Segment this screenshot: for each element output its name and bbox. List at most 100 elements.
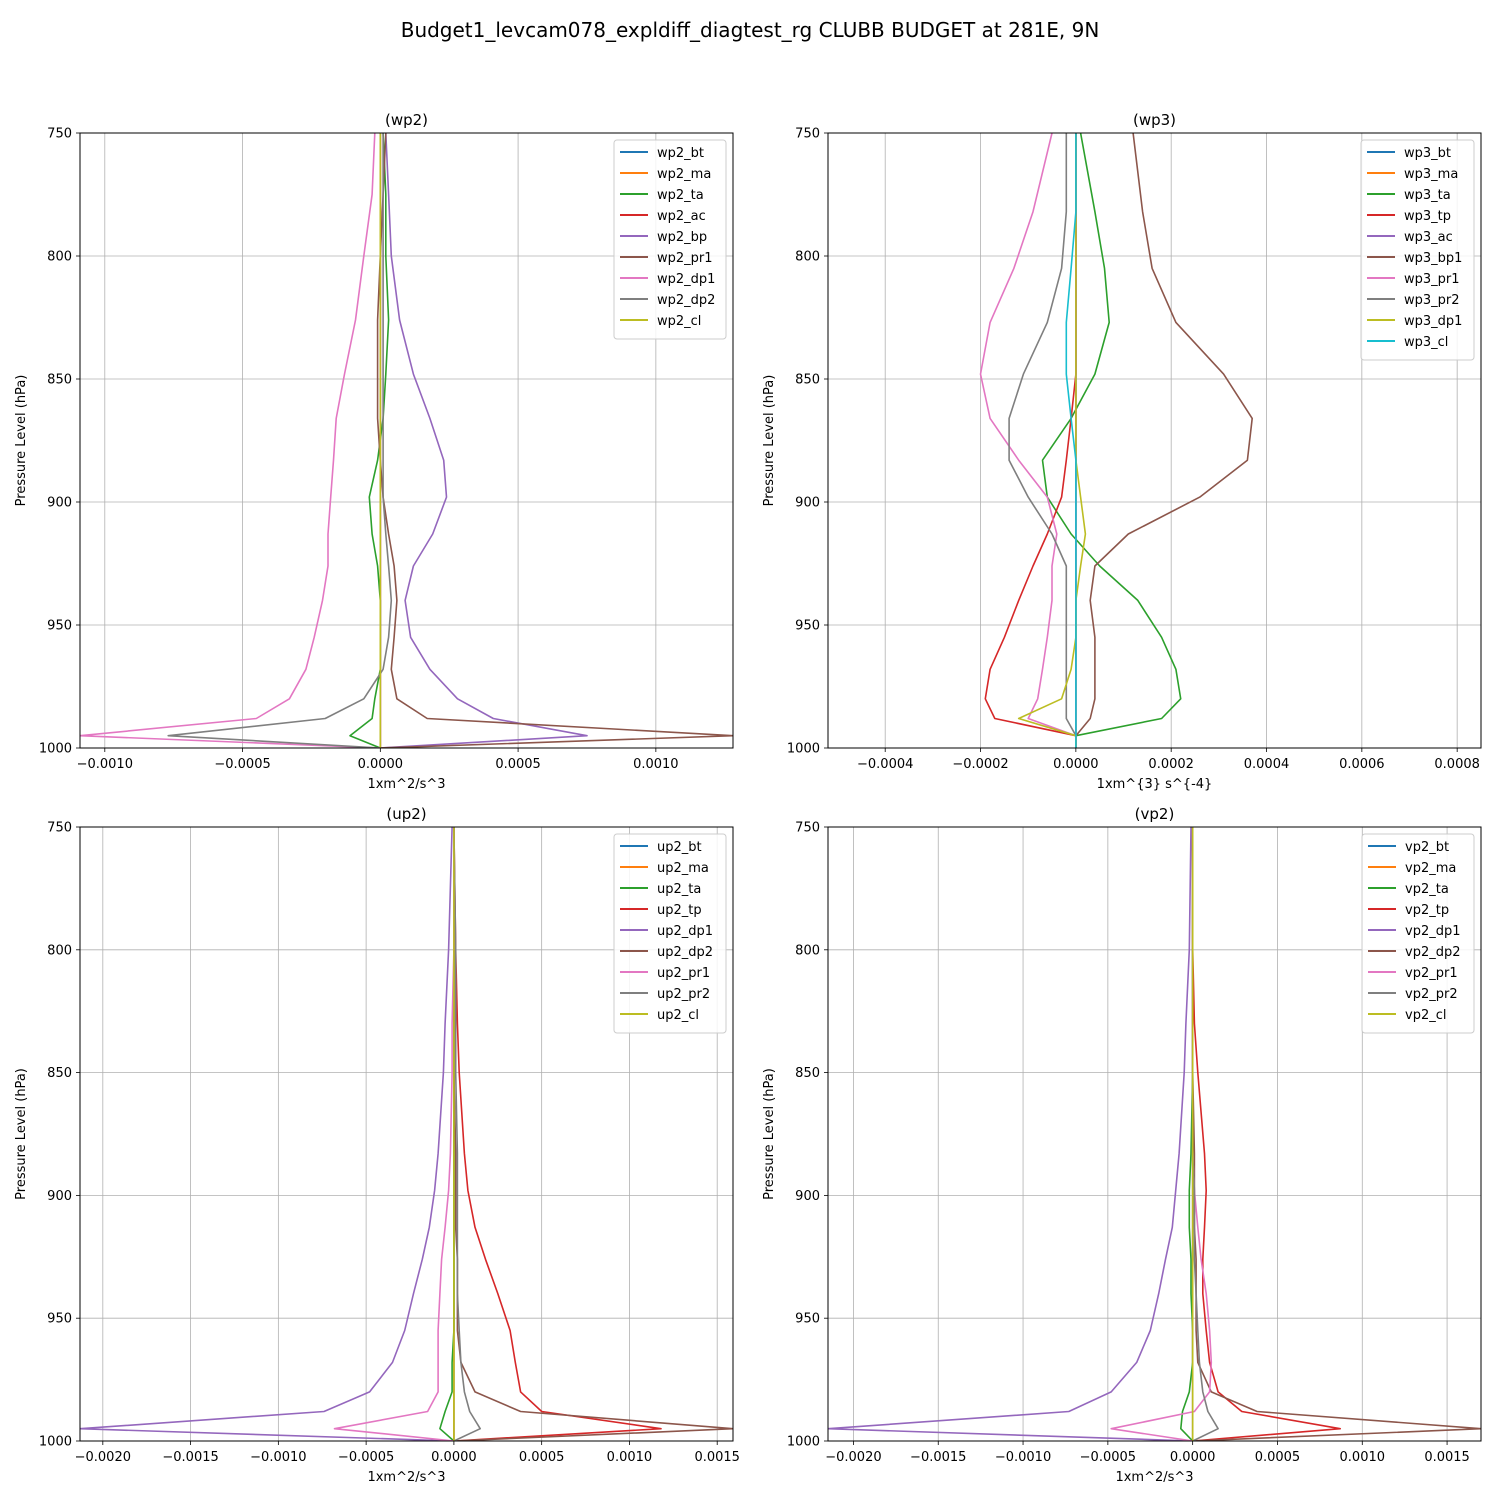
- ytick-label: 850: [47, 373, 72, 388]
- panels: −0.0010 −0.0005 0.0000 0.0005 0.0010 750 800 85…: [14, 111, 1482, 1485]
- xtick-label: 0.0010: [607, 1450, 653, 1465]
- xtick-label: 0.0015: [694, 1450, 740, 1465]
- plot-frame: [79, 132, 734, 749]
- legend-label: wp2_dp2: [657, 293, 715, 308]
- series-line-vp2_ta: [1180, 827, 1194, 1441]
- ytick-label: 800: [795, 943, 820, 958]
- plot-frame: [79, 826, 734, 1442]
- panel-title: (vp2): [1135, 805, 1175, 823]
- xtick-label: −0.0002: [952, 757, 1008, 772]
- xtick-label: −0.0010: [250, 1450, 306, 1465]
- series-line-wp3_dp1: [1017, 133, 1087, 748]
- ytick-label: 1000: [39, 742, 72, 757]
- ytick-label: 900: [795, 1189, 820, 1204]
- legend-label: vp2_cl: [1405, 1008, 1446, 1023]
- series-line-wp2_ta: [349, 133, 390, 748]
- y-axis-label: Pressure Level (hPa): [14, 1068, 29, 1200]
- series-line-up2_ta: [439, 827, 455, 1441]
- series-line-up2_pr1: [333, 827, 455, 1441]
- legend-label: up2_bt: [657, 840, 702, 855]
- legend-label: wp2_cl: [657, 314, 701, 329]
- series-line-wp2_dp2: [167, 133, 393, 748]
- xtick-label: −0.0004: [857, 757, 913, 772]
- series-line-wp3_pr2: [1008, 133, 1077, 748]
- plot-frame: [827, 826, 1482, 1442]
- legend-label: vp2_pr1: [1405, 966, 1458, 981]
- legend-box: [613, 139, 727, 340]
- ytick-label: 750: [795, 821, 820, 836]
- xtick-label: −0.0010: [77, 757, 133, 772]
- series-group: [80, 827, 733, 1441]
- series-line-wp2_dp1: [80, 133, 381, 748]
- x-axis-label: 1xm^2/s^3: [367, 1470, 445, 1485]
- y-axis-label: Pressure Level (hPa): [762, 1068, 777, 1200]
- legend: wp2_bt wp2_ma wp2_ta wp2_ac wp2_bp wp2_pr1 wp2…: [613, 139, 727, 340]
- series-line-up2_dp1: [80, 827, 454, 1441]
- ytick-label: 800: [47, 943, 72, 958]
- x-axis-label: 1xm^2/s^3: [367, 777, 445, 792]
- legend-label: up2_dp2: [657, 945, 713, 960]
- legend-label: wp2_ma: [657, 167, 711, 182]
- ytick-label: 900: [47, 1189, 72, 1204]
- legend-label: wp2_ta: [657, 188, 704, 203]
- legend-label: wp2_bt: [657, 146, 704, 161]
- xtick-label: −0.0015: [910, 1450, 966, 1465]
- legend-label: wp3_tp: [1404, 209, 1451, 224]
- legend-label: wp3_dp1: [1404, 314, 1462, 329]
- ytick-label: 850: [795, 373, 820, 388]
- xtick-label: 0.0005: [519, 1450, 565, 1465]
- ytick-label: 950: [795, 1312, 820, 1327]
- legend-label: vp2_tp: [1405, 903, 1449, 918]
- legend-label: wp3_ta: [1404, 188, 1451, 203]
- xtick-label: 0.0000: [431, 1450, 477, 1465]
- legend-label: up2_pr2: [657, 987, 710, 1002]
- legend-label: wp3_pr2: [1404, 293, 1460, 308]
- legend-label: wp3_cl: [1404, 335, 1448, 350]
- ytick-label: 1000: [787, 1435, 820, 1450]
- ytick-label: 850: [795, 1066, 820, 1081]
- ytick-label: 1000: [39, 1435, 72, 1450]
- xtick-label: −0.0010: [995, 1450, 1051, 1465]
- legend-label: up2_ta: [657, 882, 701, 897]
- series-group: [80, 133, 733, 748]
- panel-title: (wp2): [385, 111, 428, 129]
- legend: wp3_bt wp3_ma wp3_ta wp3_tp wp3_ac wp3_bp1 wp3…: [1360, 139, 1475, 361]
- legend-label: wp2_dp1: [657, 272, 715, 287]
- panel-up2: −0.0020 −0.0015 −0.0010 −0.0005 0.0000 0.0005…: [14, 805, 740, 1485]
- legend-label: wp3_ac: [1404, 230, 1453, 245]
- ytick-label: 850: [47, 1066, 72, 1081]
- legend-label: vp2_bt: [1405, 840, 1449, 855]
- xtick-label: −0.0005: [338, 1450, 394, 1465]
- legend-label: up2_cl: [657, 1008, 699, 1023]
- panel-wp3: −0.0004 −0.0002 0.0000 0.0002 0.0004 0.0006 0.…: [762, 111, 1482, 792]
- xtick-label: 0.0008: [1434, 757, 1480, 772]
- plot-frame: [827, 132, 1482, 749]
- series-line-wp3_ta: [1041, 133, 1182, 748]
- ytick-label: 900: [795, 496, 820, 511]
- legend-label: vp2_dp1: [1405, 924, 1461, 939]
- ytick-label: 950: [47, 1312, 72, 1327]
- panel-vp2: −0.0020 −0.0015 −0.0010 −0.0005 0.0000 0.0005…: [762, 805, 1482, 1485]
- legend-label: up2_dp1: [657, 924, 713, 939]
- legend-label: wp3_ma: [1404, 167, 1458, 182]
- series-line-wp2_bp: [380, 133, 588, 748]
- xtick-label: 0.0005: [495, 757, 541, 772]
- xtick-label: 0.0002: [1148, 757, 1194, 772]
- ytick-label: 800: [47, 250, 72, 265]
- xtick-label: 0.0010: [1340, 1450, 1386, 1465]
- xtick-label: 0.0000: [1170, 1450, 1216, 1465]
- legend-label: vp2_dp2: [1405, 945, 1461, 960]
- ytick-label: 950: [795, 619, 820, 634]
- series-line-up2_pr2: [453, 827, 482, 1441]
- x-axis-label: 1xm^{3} s^{-4}: [1097, 777, 1213, 792]
- ytick-label: 900: [47, 496, 72, 511]
- ytick-label: 750: [47, 821, 72, 836]
- legend-label: wp2_bp: [657, 230, 707, 245]
- legend-label: wp2_ac: [657, 209, 706, 224]
- legend-label: vp2_ma: [1405, 861, 1456, 876]
- xtick-label: 0.0005: [1255, 1450, 1301, 1465]
- legend-label: up2_tp: [657, 903, 702, 918]
- legend-label: wp3_bt: [1404, 146, 1451, 161]
- series-group: [828, 827, 1481, 1441]
